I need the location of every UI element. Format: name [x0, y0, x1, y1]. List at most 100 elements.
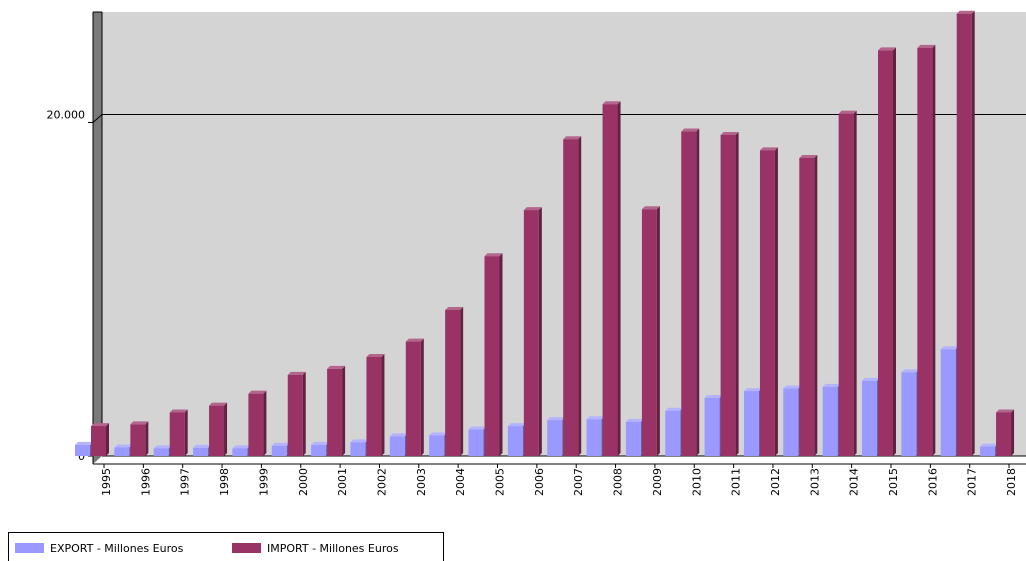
legend-item-import: IMPORT - Millones Euros [232, 541, 399, 555]
legend-swatch-export [15, 543, 44, 553]
bar-side [460, 306, 464, 456]
x-tick-label: 1997 [179, 468, 192, 496]
x-tick-label: 2005 [494, 468, 507, 496]
bar-import [169, 409, 188, 456]
x-tick-label: 2010 [690, 468, 703, 496]
legend-item-export: EXPORT - Millones Euros [15, 541, 183, 555]
bar-front [130, 424, 146, 456]
bar-export [311, 441, 330, 456]
bar-side [696, 128, 700, 457]
bar-import [878, 47, 896, 457]
bar-front [838, 113, 854, 456]
bar-import [799, 155, 818, 456]
bar-top [130, 421, 149, 425]
x-tick-label: 1996 [139, 468, 152, 496]
bar-import [759, 147, 778, 457]
x-tick-label: 2012 [769, 468, 782, 496]
bar-top [366, 353, 385, 357]
bar-import [996, 409, 1015, 456]
bar-import [209, 402, 228, 456]
bar-export [232, 445, 251, 456]
bar-top [405, 338, 424, 342]
x-tick-label: 1999 [257, 468, 270, 496]
bar-top [838, 110, 857, 114]
bar-top [665, 407, 684, 411]
bar-side [1011, 409, 1015, 456]
bar-front [980, 446, 996, 456]
x-tick-label: 2006 [533, 468, 546, 496]
bar-side [578, 136, 582, 456]
bar-top [980, 443, 999, 447]
bar-top [468, 426, 487, 430]
bar-front [665, 410, 681, 456]
bar-front [586, 419, 602, 456]
bar-import [484, 253, 503, 456]
bar-front [641, 209, 657, 456]
bar-top [799, 155, 818, 159]
bar-front [91, 426, 106, 456]
legend-swatch-import [232, 543, 261, 553]
bar-top [271, 442, 290, 446]
legend: EXPORT - Millones Euros IMPORT - Millone… [8, 532, 444, 561]
bar-front [209, 405, 225, 456]
bar-import [445, 306, 464, 456]
x-tick-label: 2013 [808, 468, 821, 496]
bar-top [389, 433, 408, 437]
x-tick-label: 2017 [966, 468, 979, 496]
x-tick-label: 1995 [100, 468, 113, 496]
bar-top [153, 445, 172, 449]
bar-front [917, 47, 933, 456]
bar-front [523, 210, 539, 456]
bar-top [429, 432, 448, 436]
bar-top [114, 444, 133, 448]
bar-export [940, 346, 959, 456]
bar-import [956, 10, 975, 456]
bar-side [499, 253, 503, 456]
bar-side [106, 423, 109, 456]
bar-side [971, 10, 975, 456]
bar-top [91, 423, 109, 427]
bar-top [862, 377, 880, 381]
bar-front [405, 341, 421, 456]
bar-front [940, 349, 956, 456]
bar-front [799, 158, 815, 456]
bar-import [327, 365, 346, 456]
bar-import [563, 136, 582, 456]
bar-front [287, 374, 303, 456]
bar-front [602, 104, 618, 456]
legend-label-import: IMPORT - Millones Euros [267, 541, 399, 555]
bar-front [625, 421, 641, 456]
bar-top [507, 423, 526, 427]
bar-top [822, 383, 841, 387]
bar-export [704, 394, 723, 456]
bar-top [547, 417, 566, 421]
bar-front [153, 448, 169, 456]
bar-front [75, 444, 90, 456]
x-tick-label: 2004 [454, 468, 467, 496]
x-tick-label: 2014 [848, 468, 861, 496]
bar-top [940, 346, 959, 350]
bar-import [91, 423, 109, 456]
bar-front [366, 356, 382, 456]
bar-import [130, 421, 149, 456]
bar-export [114, 444, 133, 456]
chart: 0 20.000 1995 1996 1997 1998 1999 2000 2001 2002 2… [47, 10, 1026, 496]
bar-front [681, 131, 697, 457]
bar-top [602, 101, 621, 105]
bar-export [743, 388, 762, 456]
bar-front [901, 372, 917, 456]
bar-side [656, 206, 660, 456]
bar-side [145, 421, 149, 456]
bar-side [263, 390, 267, 456]
bar-front [547, 420, 563, 456]
bar-top [681, 128, 700, 132]
bar-import [641, 206, 660, 456]
bar-top [287, 371, 306, 375]
bar-top [350, 439, 369, 443]
bar-top [484, 253, 503, 257]
bar-side [893, 47, 896, 457]
bar-top [996, 409, 1015, 413]
bar-top [625, 418, 644, 422]
bar-side [617, 101, 621, 456]
bar-side [814, 155, 818, 456]
